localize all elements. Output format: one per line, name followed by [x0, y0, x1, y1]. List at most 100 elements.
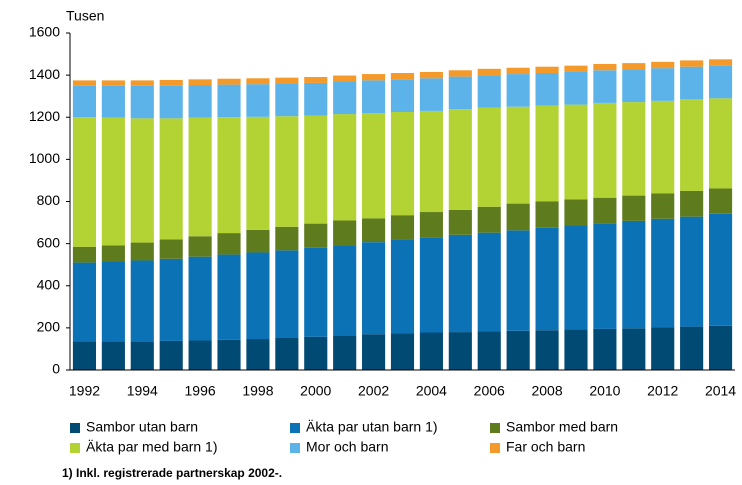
bar-segment: [708, 65, 733, 99]
bar-segment: [159, 239, 183, 259]
bar-segment: [217, 117, 241, 234]
bar-segment: [246, 229, 270, 253]
bar-segment: [246, 78, 270, 85]
bar-segment: [564, 199, 588, 226]
bar-segment: [506, 330, 530, 370]
bar-segment: [159, 340, 183, 370]
bar-segment: [246, 84, 270, 117]
bar-segment: [419, 110, 443, 213]
y-tick-label: 400: [37, 276, 61, 292]
legend-label: Mor och barn: [306, 439, 388, 455]
bar-segment: [535, 227, 559, 331]
bar-segment: [304, 77, 328, 83]
bar-segment: [217, 84, 241, 118]
bar-segment: [708, 188, 733, 214]
bar-segment: [304, 336, 328, 370]
legend-label: Äkta par utan barn 1): [306, 419, 438, 435]
bar-segment: [217, 78, 241, 85]
bar-segment: [130, 80, 154, 86]
bar-segment: [130, 85, 154, 119]
bar-segment: [448, 332, 472, 370]
bar-segment: [390, 111, 415, 216]
bar-segment: [477, 206, 501, 233]
legend-label: Äkta par med barn 1): [86, 439, 218, 455]
y-tick-label: 200: [37, 319, 61, 335]
bar-segment: [275, 83, 299, 117]
bar-segment: [275, 250, 299, 338]
y-tick-label: 1000: [29, 150, 60, 166]
bar-segment: [333, 75, 357, 82]
bar-segment: [680, 66, 704, 100]
bar-segment: [680, 99, 704, 191]
bar-segment: [651, 61, 675, 69]
bar-segment: [477, 232, 501, 332]
bar-segment: [593, 63, 617, 71]
bar-segment: [622, 220, 646, 329]
bar-segment: [159, 118, 183, 240]
bar-segment: [622, 102, 646, 196]
bar-segment: [72, 85, 97, 118]
bar-segment: [130, 242, 154, 261]
x-tick-label: 2008: [531, 383, 562, 399]
bar-segment: [651, 327, 675, 370]
bar-segment: [506, 106, 530, 204]
bar-segment: [390, 215, 415, 240]
bar-segment: [101, 245, 125, 262]
y-tick-label: 1600: [29, 24, 60, 40]
legend-label: Sambor utan barn: [86, 419, 198, 435]
bar-segment: [419, 78, 443, 111]
x-tick-label: 2004: [416, 383, 447, 399]
bar-segment: [477, 68, 501, 76]
x-tick-label: 2006: [474, 383, 505, 399]
y-axis-label: Tusen: [66, 8, 104, 24]
bar-segment: [72, 117, 97, 247]
bar-segment: [159, 85, 183, 119]
bar-segment: [275, 77, 299, 84]
bar-segment: [275, 226, 299, 251]
bar-segment: [708, 98, 733, 189]
bar-segment: [593, 102, 617, 198]
bar-segment: [419, 237, 443, 333]
bar-segment: [72, 80, 97, 86]
x-tick-label: 2010: [589, 383, 620, 399]
bar-segment: [304, 115, 328, 224]
bar-segment: [362, 334, 386, 370]
bar-segment: [535, 330, 559, 370]
x-tick-label: 2000: [300, 383, 331, 399]
bar-segment: [651, 68, 675, 101]
bar-segment: [188, 340, 212, 370]
bar-segment: [564, 329, 588, 370]
bar-segment: [390, 73, 415, 80]
bar-segment: [275, 116, 299, 227]
legend-label: Far och barn: [506, 439, 585, 455]
bar-segment: [506, 67, 530, 75]
bar-segment: [477, 75, 501, 108]
bar-segment: [159, 79, 183, 86]
bar-segment: [535, 105, 559, 202]
x-tick-label: 2014: [705, 383, 736, 399]
y-tick-label: 1400: [29, 66, 60, 82]
bar-segment: [622, 69, 646, 103]
bar-segment: [535, 73, 559, 106]
bar-segment: [333, 335, 357, 370]
bar-segment: [680, 190, 704, 217]
bar-segment: [72, 246, 97, 263]
bar-segment: [708, 59, 733, 66]
x-tick-label: 2012: [647, 383, 678, 399]
legend-swatch: [290, 443, 300, 453]
bar-segment: [246, 116, 270, 230]
bar-segment: [448, 209, 472, 235]
bar-segment: [564, 104, 588, 200]
bar-segment: [506, 230, 530, 331]
bar-segment: [390, 333, 415, 370]
bar-segment: [101, 341, 125, 370]
legend-swatch: [490, 443, 500, 453]
bar-segment: [593, 223, 617, 329]
bar-segment: [362, 113, 386, 219]
bar-segment: [362, 242, 386, 335]
bar-segment: [130, 341, 154, 370]
x-tick-label: 1996: [185, 383, 216, 399]
bar-segment: [651, 100, 675, 194]
bar-segment: [188, 256, 212, 341]
